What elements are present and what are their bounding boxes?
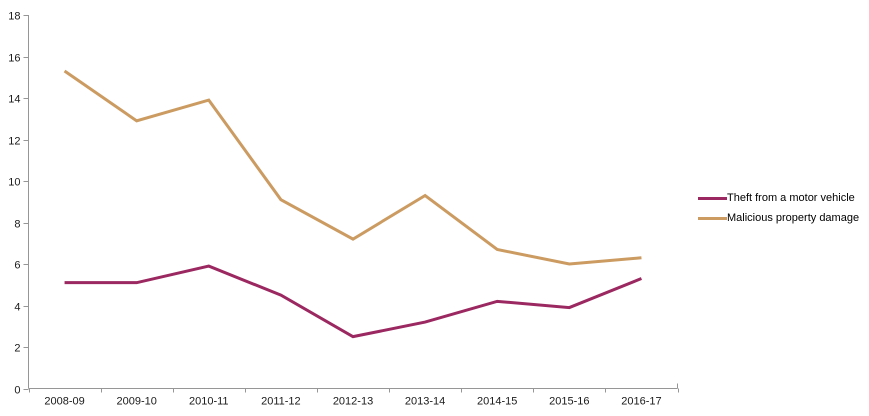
svg-text:2014-15: 2014-15 bbox=[477, 396, 517, 408]
svg-text:2015-16: 2015-16 bbox=[549, 396, 589, 408]
svg-text:2013-14: 2013-14 bbox=[405, 396, 445, 408]
svg-text:8: 8 bbox=[14, 219, 20, 231]
svg-text:0: 0 bbox=[14, 385, 20, 397]
svg-text:16: 16 bbox=[8, 53, 20, 65]
legend-label-malicious: Malicious property damage bbox=[727, 212, 860, 224]
svg-text:2009-10: 2009-10 bbox=[116, 396, 156, 408]
legend-line-swatch-theft bbox=[698, 196, 727, 200]
svg-text:14: 14 bbox=[8, 94, 20, 106]
svg-text:2011-12: 2011-12 bbox=[261, 396, 301, 408]
svg-text:4: 4 bbox=[14, 302, 20, 314]
svg-text:10: 10 bbox=[8, 177, 20, 189]
chart-legend: Theft from a motor vehicle Malicious pro… bbox=[698, 188, 859, 228]
legend-line-swatch-malicious bbox=[698, 216, 727, 220]
svg-text:2008-09: 2008-09 bbox=[44, 396, 84, 408]
legend-item-malicious: Malicious property damage bbox=[698, 208, 859, 228]
svg-text:6: 6 bbox=[14, 260, 20, 272]
svg-text:12: 12 bbox=[8, 136, 20, 148]
svg-text:2010-11: 2010-11 bbox=[189, 396, 229, 408]
svg-text:2: 2 bbox=[14, 343, 20, 355]
svg-text:2012-13: 2012-13 bbox=[333, 396, 373, 408]
svg-text:18: 18 bbox=[8, 11, 20, 23]
legend-label-theft: Theft from a motor vehicle bbox=[727, 192, 855, 204]
legend-item-theft: Theft from a motor vehicle bbox=[698, 188, 859, 208]
svg-text:2016-17: 2016-17 bbox=[621, 396, 661, 408]
